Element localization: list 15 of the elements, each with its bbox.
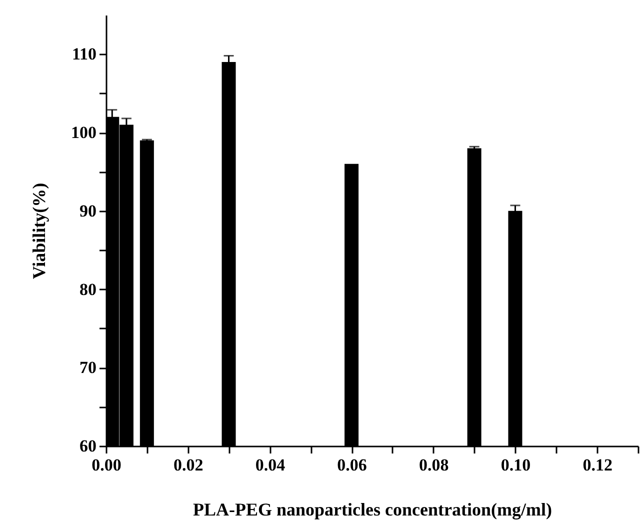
x-tick-label: 0.04: [255, 456, 286, 474]
y-tick-label: 100: [71, 123, 96, 142]
x-tick-label: 0.12: [582, 456, 612, 474]
x-tick-label: 0.08: [419, 456, 449, 474]
x-tick-label: 0.10: [500, 456, 531, 474]
x-tick-label: 0.02: [173, 456, 204, 474]
x-tick-label: 0.06: [337, 456, 367, 474]
y-tick-label: 80: [80, 280, 96, 299]
y-tick-label: 110: [72, 44, 96, 64]
y-axis-title: Viability(%): [29, 182, 49, 280]
y-tick-label: 60: [80, 436, 96, 456]
y-tick-label: 90: [80, 201, 96, 220]
x-tick-label: 0.00: [92, 456, 122, 474]
y-tick-label: 70: [80, 358, 96, 378]
x-axis-title: PLA-PEG nanoparticles concentration(mg/ml): [193, 500, 552, 520]
